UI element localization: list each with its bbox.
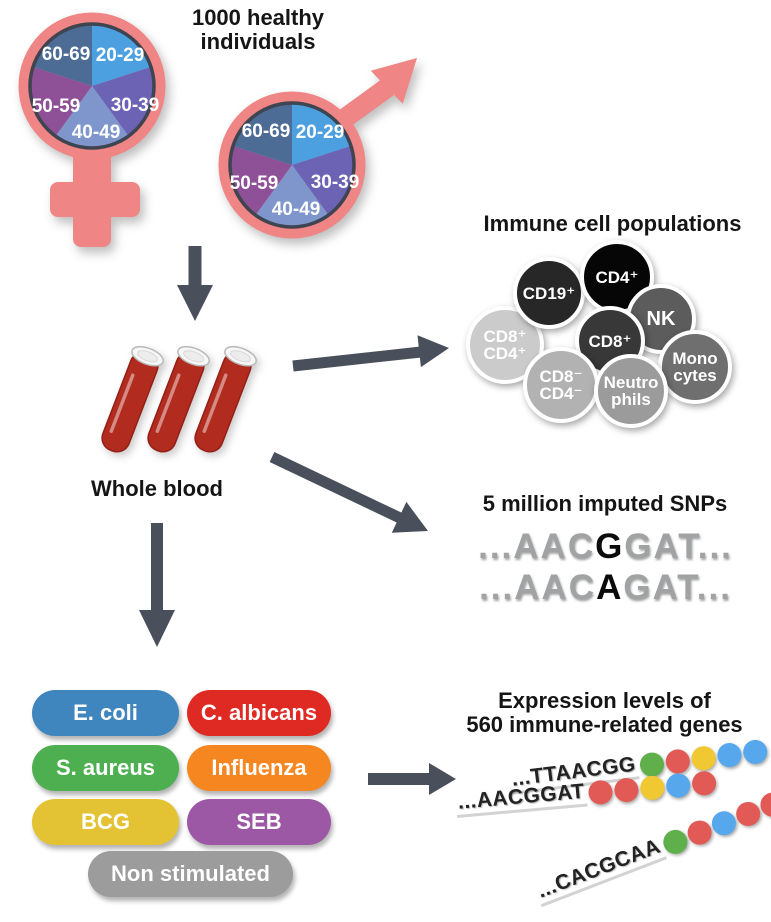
stimulus-bcg: BCG: [32, 799, 179, 845]
female-age-pie: 20-29 30-39 40-49 50-59 60-69: [28, 22, 160, 150]
stimulus-label: C. albicans: [200, 700, 318, 725]
snp-flank: GAT...: [624, 527, 733, 566]
gene-sequence: ...CACGCAA: [532, 833, 667, 908]
snps-title: 5 million imputed SNPs: [482, 491, 728, 516]
expression-dot-yellow: [639, 774, 666, 801]
pie-slice-60-69: [233, 103, 292, 165]
female-cross: [50, 142, 140, 247]
stimulus-label: SEB: [236, 809, 282, 834]
stimulus-calbicans: C. albicans: [187, 690, 331, 736]
pie-slice-50-59: [30, 66, 93, 137]
pie-slice-30-39: [292, 145, 354, 216]
cell-label: CD8⁻ CD4⁻: [539, 367, 583, 403]
snp-variant-a: A: [596, 568, 624, 607]
age-label: 20-29: [296, 122, 345, 143]
expression-dot-blue: [665, 772, 692, 799]
female-ring: [18, 12, 166, 160]
cohort-title: 1000 healthy individuals: [191, 5, 325, 54]
cell-label: CD19⁺: [522, 283, 576, 303]
arrow-blood-to-snps: [269, 452, 428, 533]
cell-cd8neg-cd4neg: CD8⁻ CD4⁻: [523, 347, 599, 423]
whole-blood-label: Whole blood: [91, 476, 223, 501]
cell-label: CD8⁺ CD4⁺: [483, 327, 527, 363]
pie-slice-20-29: [92, 24, 151, 86]
arrow-blood-to-stimuli: [139, 523, 175, 647]
pie-slice-40-49: [255, 165, 329, 228]
expression-dot-blue: [715, 741, 743, 768]
stimulus-label: E. coli: [73, 700, 138, 725]
snp-flank: ...AAC: [478, 527, 596, 566]
stimulus-nonstimulated: Non stimulated: [88, 851, 293, 897]
expression-title-line1: Expression levels of: [498, 688, 711, 713]
expression-dot-red: [613, 776, 640, 803]
blood-tubes: [94, 341, 261, 459]
snp-sequence-ref: ...AACGGAT...: [440, 528, 771, 566]
stimulus-ecoli: E. coli: [32, 690, 179, 736]
snp-flank: ...AAC: [479, 568, 597, 607]
snp-sequence-alt: ...AACAGAT...: [440, 569, 771, 607]
age-label: 60-69: [242, 121, 291, 142]
expression-dot-blue: [708, 807, 740, 839]
expression-title-line2: 560 immune-related genes: [466, 712, 743, 737]
expression-dot-red: [683, 816, 715, 848]
cell-label: NK: [646, 307, 676, 330]
cell-monocytes: Mono cytes: [658, 330, 732, 404]
immune-cells-title: Immune cell populations: [483, 211, 742, 236]
snp-flank: GAT...: [623, 568, 732, 607]
male-age-pie: 20-29 30-39 40-49 50-59 60-69: [228, 101, 360, 229]
age-label: 40-49: [272, 199, 321, 220]
age-label: 20-29: [96, 45, 145, 66]
arrow-blood-to-cells: [292, 335, 449, 372]
pie-slice-50-59: [230, 145, 292, 216]
cell-label: CD8⁺: [588, 331, 632, 351]
cell-label: Neutro phils: [603, 373, 659, 409]
stimulus-label: S. aureus: [55, 755, 156, 780]
stimulus-influenza: Influenza: [187, 745, 331, 791]
expression-dot-red: [732, 798, 764, 830]
cell-neutrophils: Neutro phils: [594, 354, 668, 428]
stimulus-label: Influenza: [211, 755, 307, 780]
age-label: 60-69: [42, 44, 91, 65]
cell-label: Mono cytes: [672, 349, 718, 385]
expression-dot-blue: [741, 738, 769, 765]
stimulus-label: Non stimulated: [111, 861, 270, 886]
pie-slice-60-69: [33, 24, 92, 86]
expression-dot-red: [587, 778, 614, 805]
male-symbol: 20-29 30-39 40-49 50-59 60-69: [218, 58, 417, 239]
snp-variant-g: G: [595, 527, 625, 566]
female-symbol: 20-29 30-39 40-49 50-59 60-69: [18, 12, 166, 247]
age-label: 30-39: [311, 172, 360, 193]
age-label: 40-49: [72, 122, 121, 143]
stimulus-seb: SEB: [187, 799, 331, 845]
pie-slice-20-29: [292, 103, 351, 165]
gene-sequence: ...AACGGAT: [454, 779, 588, 818]
stimulus-saureus: S. aureus: [32, 745, 179, 791]
male-ring: [218, 91, 366, 239]
cell-cd19pos: CD19⁺: [513, 257, 585, 329]
age-label: 50-59: [32, 96, 81, 117]
age-label: 50-59: [230, 173, 279, 194]
cell-label: CD4⁺: [595, 267, 639, 287]
pie-slice-40-49: [55, 86, 129, 149]
stimulus-label: BCG: [81, 809, 130, 834]
arrow-stimuli-to-expression: [368, 763, 456, 795]
expression-dot-red: [691, 769, 718, 796]
age-label: 30-39: [111, 95, 160, 116]
expression-dot-yellow: [689, 744, 717, 772]
pie-slice-30-39: [92, 66, 154, 137]
expression-title: Expression levels of 560 immune-related …: [442, 689, 767, 737]
